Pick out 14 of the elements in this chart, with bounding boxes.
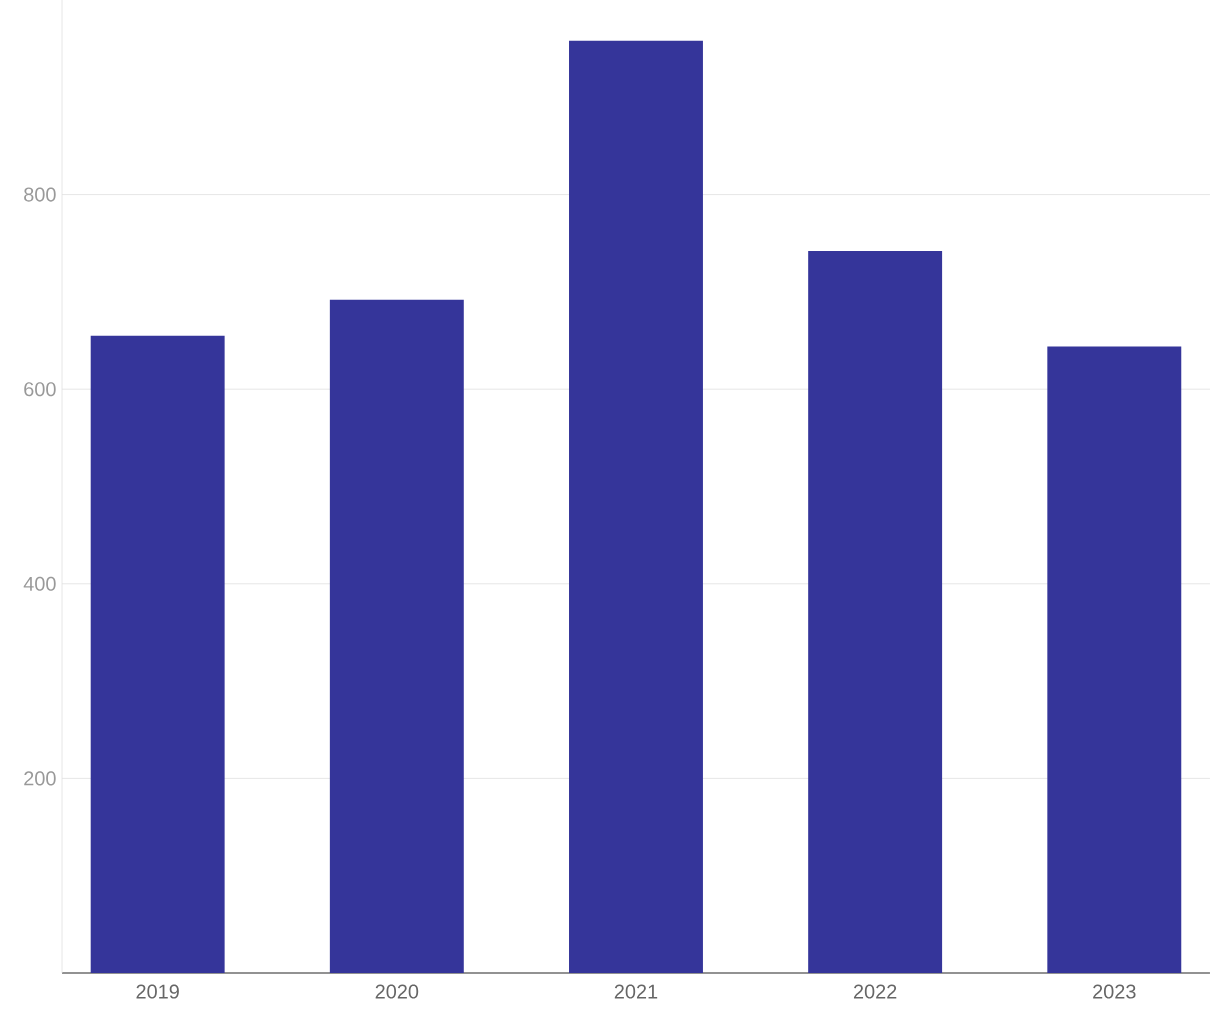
x-tick-label: 2023 [1093,984,1136,999]
bar [808,251,943,973]
x-tick-label: 2021 [614,984,658,999]
x-tick-label: 2020 [375,984,419,999]
bar [329,299,464,973]
y-tick-label: 200 [24,771,56,786]
bar [90,335,225,973]
y-tick-label: 600 [24,382,56,397]
y-tick-label: 400 [23,576,56,591]
x-tick-label: 2022 [853,984,897,999]
bar [569,40,703,973]
y-tick-label: 800 [24,187,56,202]
bar [1047,346,1182,973]
x-tick-label: 2019 [136,984,179,999]
